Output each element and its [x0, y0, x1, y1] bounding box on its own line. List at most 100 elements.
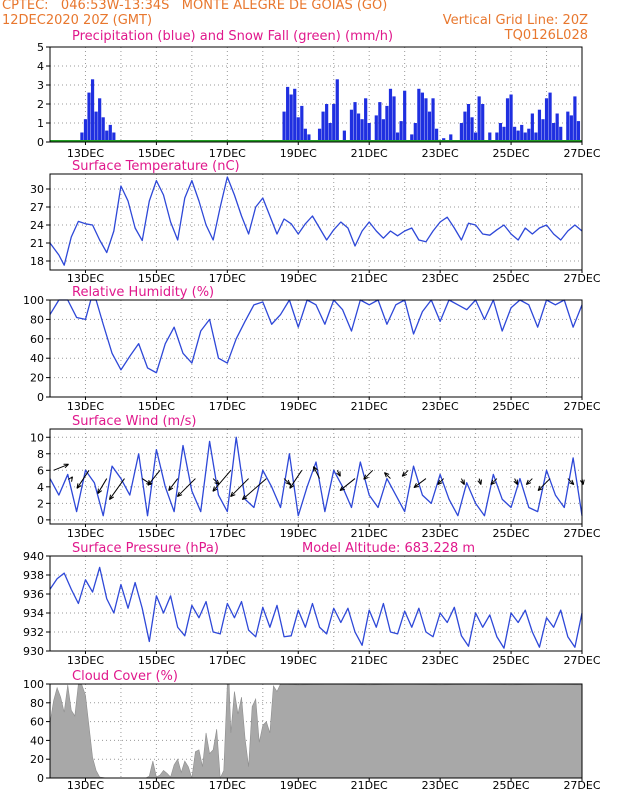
panel-frame — [49, 173, 583, 271]
precip-bar — [420, 92, 424, 142]
wind-arrow-head — [97, 488, 103, 494]
x-tick-label: 15DEC — [138, 272, 175, 285]
wind-arrow — [53, 463, 69, 471]
y-tick-label: 936 — [23, 588, 44, 601]
wind-arrow — [147, 469, 161, 486]
precip-bar — [335, 79, 339, 142]
x-tick-label: 25DEC — [493, 527, 530, 540]
precip-bar — [474, 132, 478, 142]
precip-bar — [101, 117, 105, 142]
y-tick-label: 4 — [37, 60, 44, 73]
precip-bar — [509, 94, 513, 142]
y-tick-label: 30 — [30, 183, 44, 196]
precip-bar — [569, 115, 573, 142]
precip-bar — [431, 98, 435, 142]
x-tick-label: 17DEC — [209, 147, 246, 160]
y-tick-label: 0 — [37, 772, 44, 785]
x-tick-label: 23DEC — [422, 779, 459, 792]
y-tick-label: 8 — [37, 448, 44, 461]
wind-arrow-head — [289, 483, 295, 489]
x-tick-label: 25DEC — [493, 779, 530, 792]
wind-arrow-head — [76, 483, 82, 489]
wind-arrow — [212, 469, 232, 492]
wind-arrow — [76, 470, 90, 489]
y-tick-label: 24 — [30, 219, 44, 232]
panel-frame — [49, 299, 583, 398]
precip-bar — [374, 115, 378, 142]
precip-bar — [534, 132, 538, 142]
wind-arrow-head — [212, 486, 218, 492]
wind-arrow — [313, 466, 320, 479]
x-tick-label: 23DEC — [422, 147, 459, 160]
x-tick-label: 13DEC — [67, 654, 104, 667]
x-tick-label: 19DEC — [280, 400, 317, 413]
wind-arrow — [242, 478, 267, 500]
y-tick-label: 3 — [37, 79, 44, 92]
y-tick-label: 932 — [23, 626, 44, 639]
model-altitude: Model Altitude: 683.228 m — [302, 541, 475, 556]
precip-bar — [317, 128, 322, 142]
wind-arrow-head — [68, 476, 73, 482]
x-tick-label: 15DEC — [138, 654, 175, 667]
precip-bar — [523, 132, 527, 142]
panel-title: Precipitation (blue) and Snow Fall (gree… — [72, 29, 393, 44]
x-tick-label: 21DEC — [351, 654, 388, 667]
precip-bar — [80, 132, 84, 142]
precip-bar — [83, 119, 88, 142]
x-tick-label: 21DEC — [351, 400, 388, 413]
precip-bar — [293, 88, 297, 142]
precip-bar — [459, 123, 464, 142]
wind-arrow — [289, 470, 303, 489]
series-line — [49, 436, 583, 517]
wind-arrow — [490, 478, 498, 485]
y-tick-label: 4 — [37, 481, 44, 494]
panel-frame — [49, 428, 583, 525]
y-tick-label: 80 — [30, 697, 44, 710]
panel-5: 0 20 40 60 80 100 13DEC 15DEC 17DEC 19DEC 21DEC 23D… — [23, 669, 601, 792]
panel-title: Surface Temperature (nC) — [72, 159, 240, 174]
x-tick-label: 13DEC — [67, 779, 104, 792]
precip-bar — [296, 117, 300, 142]
x-tick-label: 13DEC — [67, 272, 104, 285]
wind-arrow — [109, 478, 125, 500]
y-tick-label: 100 — [23, 294, 44, 307]
x-tick-label: 17DEC — [209, 400, 246, 413]
precip-bar — [392, 96, 396, 142]
precip-bar — [321, 111, 325, 142]
x-tick-label: 17DEC — [209, 527, 246, 540]
y-tick-label: 0 — [37, 514, 44, 527]
x-tick-label: 21DEC — [351, 527, 388, 540]
wind-arrow-head — [63, 463, 69, 469]
wind-arrow-head — [401, 471, 408, 477]
precip-bar — [325, 104, 329, 142]
wind-arrow-head — [490, 479, 496, 486]
x-tick-label: 17DEC — [209, 272, 246, 285]
x-tick-label: 15DEC — [138, 147, 175, 160]
y-tick-label: 40 — [30, 352, 44, 365]
precip-bar — [388, 88, 393, 142]
x-tick-label: 27DEC — [563, 527, 600, 540]
series-line — [49, 176, 583, 266]
panel-title: Cloud Cover (%) — [72, 669, 178, 684]
wind-arrow-head — [437, 479, 443, 486]
wind-arrow-head — [176, 491, 183, 498]
wind-arrow — [97, 478, 108, 494]
wind-arrow — [177, 478, 196, 497]
x-tick-label: 19DEC — [280, 779, 317, 792]
precip-bar — [356, 113, 361, 142]
y-tick-label: 938 — [23, 569, 44, 582]
wind-arrow-head — [336, 471, 341, 477]
precip-bar — [548, 92, 552, 142]
precip-bar — [381, 119, 385, 142]
wind-arrow — [363, 469, 374, 480]
x-tick-label: 17DEC — [209, 779, 246, 792]
precip-bar — [520, 124, 524, 142]
precip-bar — [470, 117, 474, 142]
y-tick-label: 80 — [30, 313, 44, 326]
precip-bar — [537, 109, 542, 142]
y-tick-label: 20 — [30, 372, 44, 385]
x-tick-label: 15DEC — [138, 400, 175, 413]
precip-bar — [424, 98, 428, 142]
vertical-grid-note: Vertical Grid Line: 20Z — [442, 13, 588, 28]
precip-bar — [303, 128, 307, 142]
